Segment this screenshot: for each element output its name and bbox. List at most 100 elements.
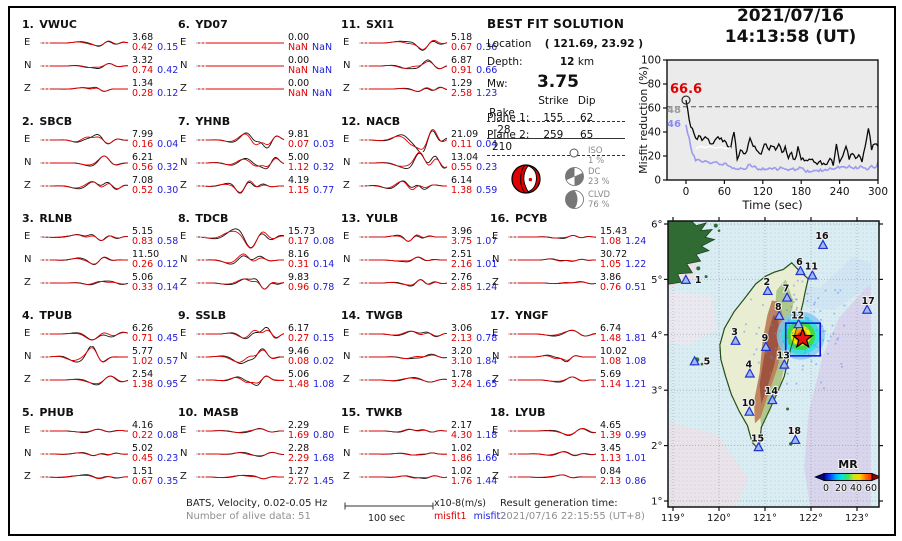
plane1-row: Plane 1: 155 62 -28 xyxy=(487,112,625,139)
component-label: Z xyxy=(492,277,499,288)
scale-bar-label: 100 sec xyxy=(368,513,406,524)
station-header: 2. SBCB xyxy=(22,115,73,128)
station-header: 16. PCYB xyxy=(490,212,548,225)
waveform-trace-YHNB-N xyxy=(196,157,285,170)
component-label: Z xyxy=(343,471,350,482)
station-number-label: 9 xyxy=(762,333,769,344)
misfit2-value: 0.42 xyxy=(157,65,179,76)
map-lon-label: 122° xyxy=(799,513,823,524)
fit-values: 2.17 4.30 1.18 xyxy=(451,421,503,441)
epicenter-star xyxy=(791,326,814,349)
location-label: Location xyxy=(487,38,532,50)
misfit2-value: 0.04 xyxy=(476,139,498,150)
component-row-PCYB-E: E 15.43 1.08 1.24 xyxy=(482,226,646,249)
fit-values: 3.45 1.13 1.01 xyxy=(600,444,652,464)
misfit1-value: 4.30 xyxy=(451,430,473,441)
station-header: 7. YHNB xyxy=(178,115,231,128)
misfit2-value: 1.24 xyxy=(625,236,647,247)
dc-label: DC 23 % xyxy=(588,167,610,187)
component-label: N xyxy=(343,448,351,459)
colorbar-tick-label: 60 xyxy=(865,483,877,494)
misfit2-value: 1.66 xyxy=(476,453,498,464)
amplitude-units-label: x10-8(m/s) xyxy=(434,498,486,509)
waveform-trace-TPUB-E xyxy=(40,331,129,341)
amplitude-value: 1.34 xyxy=(132,78,154,89)
component-row-TPUB-Z: Z 2.54 1.38 0.95 xyxy=(14,369,178,392)
misfit2-legend: misfit2 xyxy=(473,511,507,522)
grid-search-box xyxy=(784,322,821,357)
misfit2-value: 0.66 xyxy=(476,65,498,76)
fit-values: 5.15 0.83 0.58 xyxy=(132,227,184,247)
station-header: 15. TWKB xyxy=(341,406,403,419)
component-row-TDCB-Z: Z 9.83 0.96 0.78 xyxy=(170,272,334,295)
station-triangle-13 xyxy=(779,358,790,369)
y-tick-label: 100 xyxy=(641,55,661,67)
fit-values: 5.00 1.12 0.32 xyxy=(288,153,340,173)
misfit2-value: 0.03 xyxy=(313,139,335,150)
amplitude-value: 2.29 xyxy=(288,420,310,431)
waveform-trace-TWKB-Z xyxy=(359,475,448,479)
component-row-YD07-Z: Z 0.00 NaN NaN xyxy=(170,78,332,101)
misfit2-value: 0.99 xyxy=(625,430,647,441)
x-tick-label: 180 xyxy=(791,186,811,198)
misfit1-value: 0.55 xyxy=(451,162,473,173)
component-row-MASB-N: N 2.28 2.29 1.68 xyxy=(170,443,334,466)
misfit2-value: 1.68 xyxy=(313,453,335,464)
station-triangle-2 xyxy=(762,285,774,296)
amplitude-value: 0.00 xyxy=(288,78,310,89)
station-header: 10. MASB xyxy=(178,406,239,419)
misfit2-value: NaN xyxy=(312,65,333,76)
waveform-trace-PHUB-N xyxy=(40,452,129,457)
colorbar-title: MR xyxy=(838,458,858,471)
waveform-trace-SXI1-N xyxy=(359,59,448,70)
component-row-VWUC-E: E 3.68 0.42 0.15 xyxy=(14,32,178,55)
station-triangle-6 xyxy=(795,265,806,276)
component-row-SXI1-N: N 6.87 0.91 0.66 xyxy=(333,55,497,78)
time-scale-bar xyxy=(344,502,434,510)
station-block-PHUB: 5. PHUB E 4.16 0.22 0.08 N 5.02 0.45 0.23 Z 1.51 0.… xyxy=(14,406,178,489)
fit-values: 2.76 2.85 1.24 xyxy=(451,273,503,293)
misfit1-value: 1.14 xyxy=(600,379,622,390)
waveform-trace-VWUC-Z xyxy=(40,86,129,92)
waveform-trace-SXI1-E xyxy=(359,39,448,51)
component-row-VWUC-N: N 3.32 0.74 0.42 xyxy=(14,55,178,78)
clvd-label: CLVD 76 % xyxy=(588,190,611,210)
amplitude-value: 5.18 xyxy=(451,32,473,43)
component-label: Z xyxy=(24,471,31,482)
station-triangle-5 xyxy=(689,355,700,366)
station-block-YD07: 6. YD07 E 0.00 NaN NaN N 0.00 NaN NaN Z 0.00 NaN NaN xyxy=(170,18,332,101)
misfit1-value: 0.45 xyxy=(132,453,154,464)
fit-values: 9.83 0.96 0.78 xyxy=(288,273,340,293)
fit-values: 3.68 0.42 0.15 xyxy=(132,33,184,53)
station-block-YNGF: 17. YNGF E 6.74 1.48 1.81 N 10.02 1.08 1.08 Z 5.69… xyxy=(482,309,646,392)
station-header: 1. VWUC xyxy=(22,18,77,31)
amplitude-value: 0.00 xyxy=(288,32,310,43)
station-block-PCYB: 16. PCYB E 15.43 1.08 1.24 N 30.72 1.05 1.22 Z 3.8… xyxy=(482,212,646,295)
station-block-YHNB: 7. YHNB E 9.81 0.07 0.03 N 5.00 1.12 0.32 Z 4.19 1.… xyxy=(170,115,334,198)
fit-values: 7.08 0.52 0.30 xyxy=(132,176,184,196)
fit-values: 5.02 0.45 0.23 xyxy=(132,444,184,464)
station-header: 17. YNGF xyxy=(490,309,549,322)
fit-values: 2.29 1.69 0.80 xyxy=(288,421,340,441)
station-block-RLNB: 3. RLNB E 5.15 0.83 0.58 N 11.50 0.26 0.12 Z 5.06 0… xyxy=(14,212,178,295)
depth-row: Depth: 12 km xyxy=(487,56,594,68)
waveform-trace-PCYB-N xyxy=(508,258,597,262)
waveform-trace-YD07-Z xyxy=(196,88,284,90)
fit-values: 30.72 1.05 1.22 xyxy=(600,250,652,270)
component-row-TWKB-Z: Z 1.02 1.76 1.44 xyxy=(333,466,497,489)
waveform-trace-PHUB-Z xyxy=(40,474,128,480)
component-label: Z xyxy=(24,83,31,94)
y-tick-label: 60 xyxy=(648,103,661,115)
station-number-label: 8 xyxy=(775,302,782,313)
fit-values: 6.26 0.71 0.45 xyxy=(132,324,184,344)
component-label: Z xyxy=(180,374,187,385)
amplitude-value: 1.51 xyxy=(132,466,154,477)
component-label: N xyxy=(180,60,188,71)
misfit1-value: 1.69 xyxy=(288,430,310,441)
amplitude-value: 4.16 xyxy=(132,420,154,431)
component-label: E xyxy=(24,231,31,242)
amplitude-value: 4.65 xyxy=(600,420,622,431)
component-label: E xyxy=(343,231,350,242)
component-label: E xyxy=(180,134,187,145)
misfit1-value: 0.33 xyxy=(132,282,154,293)
